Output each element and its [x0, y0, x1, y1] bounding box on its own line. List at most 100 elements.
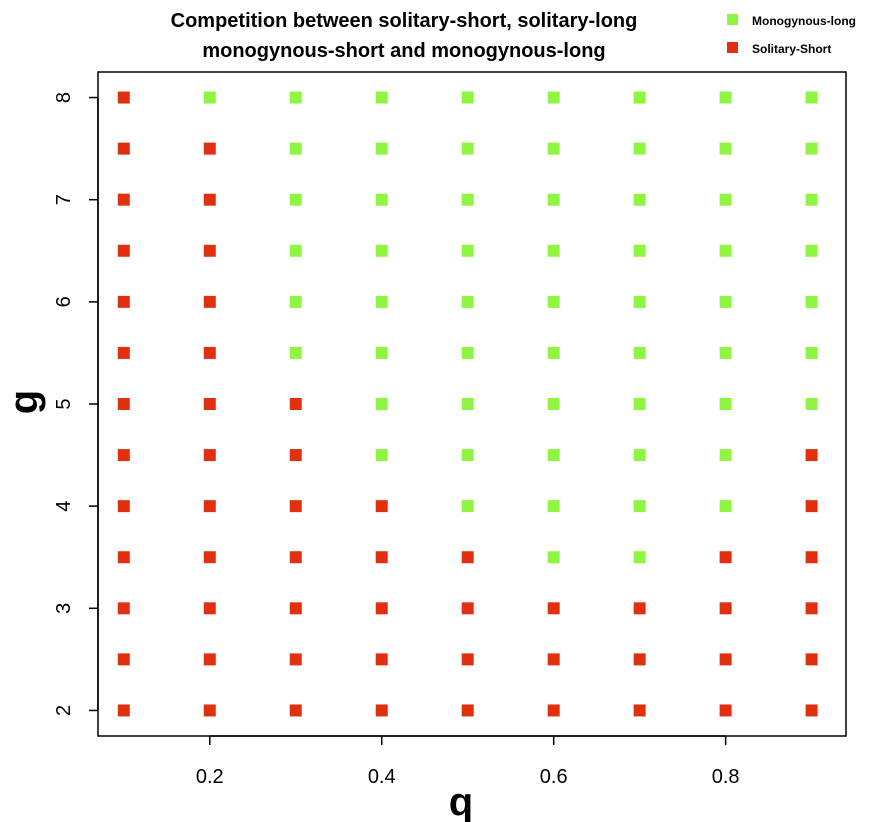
- data-point-monogynous-long: [719, 193, 732, 206]
- data-point-monogynous-long: [461, 244, 474, 257]
- data-point-monogynous-long: [805, 142, 818, 155]
- data-point-monogynous-long: [547, 551, 560, 564]
- data-point-monogynous-long: [547, 346, 560, 359]
- data-point-solitary-short: [633, 653, 646, 666]
- data-point-monogynous-long: [289, 142, 302, 155]
- data-point-solitary-short: [117, 346, 130, 359]
- data-point-monogynous-long: [375, 244, 388, 257]
- data-point-monogynous-long: [203, 91, 216, 104]
- data-point-monogynous-long: [805, 398, 818, 410]
- data-point-solitary-short: [203, 551, 216, 564]
- data-point-solitary-short: [203, 142, 216, 155]
- data-point-solitary-short: [117, 551, 130, 564]
- data-point-solitary-short: [461, 602, 474, 615]
- data-point-monogynous-long: [289, 346, 302, 359]
- data-point-solitary-short: [117, 142, 130, 155]
- legend-label-solitary-short: Solitary-Short: [752, 42, 831, 56]
- data-point-solitary-short: [719, 602, 732, 615]
- data-point-solitary-short: [375, 704, 388, 717]
- legend-label-monogynous-long: Monogynous-long: [752, 14, 856, 28]
- data-point-solitary-short: [117, 193, 130, 206]
- data-point-solitary-short: [117, 244, 130, 257]
- data-point-solitary-short: [375, 500, 388, 513]
- data-point-monogynous-long: [547, 449, 560, 462]
- data-point-solitary-short: [203, 193, 216, 206]
- legend: Monogynous-long Solitary-Short: [727, 14, 856, 56]
- data-point-solitary-short: [117, 500, 130, 513]
- data-point-monogynous-long: [289, 244, 302, 257]
- x-tick-label: 0.2: [196, 766, 224, 788]
- data-point-solitary-short: [117, 653, 130, 666]
- data-point-solitary-short: [203, 704, 216, 717]
- data-point-solitary-short: [289, 602, 302, 615]
- data-point-solitary-short: [203, 449, 216, 462]
- legend-marker-monogynous-long: [727, 14, 738, 25]
- data-point-solitary-short: [203, 295, 216, 308]
- data-point-monogynous-long: [461, 500, 474, 513]
- data-point-solitary-short: [805, 500, 818, 513]
- data-point-solitary-short: [461, 704, 474, 717]
- data-point-solitary-short: [117, 602, 130, 615]
- data-point-monogynous-long: [633, 398, 646, 410]
- data-point-solitary-short: [805, 704, 818, 717]
- data-point-solitary-short: [805, 602, 818, 615]
- data-point-solitary-short: [203, 500, 216, 513]
- data-point-solitary-short: [547, 602, 560, 615]
- y-tick-label: 4: [53, 501, 75, 512]
- data-point-solitary-short: [805, 551, 818, 564]
- data-point-monogynous-long: [461, 295, 474, 308]
- x-tick-label: 0.8: [712, 766, 740, 788]
- y-tick-label: 6: [53, 296, 75, 307]
- data-point-solitary-short: [289, 653, 302, 666]
- data-point-solitary-short: [719, 551, 732, 564]
- data-point-monogynous-long: [633, 244, 646, 257]
- x-tick-label: 0.6: [540, 766, 568, 788]
- data-point-monogynous-long: [633, 449, 646, 462]
- data-point-monogynous-long: [719, 295, 732, 308]
- data-point-monogynous-long: [719, 346, 732, 359]
- data-point-solitary-short: [633, 602, 646, 615]
- data-point-monogynous-long: [289, 295, 302, 308]
- data-point-solitary-short: [289, 500, 302, 513]
- data-point-monogynous-long: [805, 244, 818, 257]
- chart-title-line-1: Competition between solitary-short, soli…: [171, 10, 638, 32]
- data-point-solitary-short: [203, 346, 216, 359]
- y-tick-label: 5: [53, 398, 75, 409]
- data-point-solitary-short: [375, 551, 388, 564]
- data-point-monogynous-long: [547, 398, 560, 410]
- data-point-solitary-short: [805, 653, 818, 666]
- chart-title-line-2: monogynous-short and monogynous-long: [202, 40, 605, 62]
- data-point-monogynous-long: [805, 346, 818, 359]
- data-point-solitary-short: [547, 704, 560, 717]
- data-point-monogynous-long: [547, 244, 560, 257]
- data-point-monogynous-long: [547, 295, 560, 308]
- y-tick-label: 3: [53, 603, 75, 614]
- data-point-solitary-short: [203, 653, 216, 666]
- data-point-solitary-short: [289, 449, 302, 462]
- data-point-solitary-short: [547, 653, 560, 666]
- data-point-monogynous-long: [547, 142, 560, 155]
- x-axis: 0.2 0.4 0.6 0.8: [196, 735, 740, 788]
- data-point-solitary-short: [203, 244, 216, 257]
- data-point-monogynous-long: [633, 142, 646, 155]
- data-point-monogynous-long: [461, 91, 474, 104]
- data-point-solitary-short: [289, 551, 302, 564]
- data-point-monogynous-long: [461, 398, 474, 410]
- data-point-solitary-short: [117, 91, 130, 104]
- data-point-solitary-short: [375, 602, 388, 615]
- data-point-monogynous-long: [461, 193, 474, 206]
- y-tick-label: 2: [53, 705, 75, 716]
- data-point-monogynous-long: [375, 295, 388, 308]
- data-point-monogynous-long: [719, 142, 732, 155]
- data-point-monogynous-long: [547, 500, 560, 513]
- x-tick-label: 0.4: [368, 766, 396, 788]
- data-point-monogynous-long: [633, 91, 646, 104]
- data-points: [117, 91, 818, 717]
- data-point-monogynous-long: [375, 346, 388, 359]
- data-point-solitary-short: [203, 602, 216, 615]
- data-point-monogynous-long: [805, 91, 818, 104]
- data-point-monogynous-long: [547, 91, 560, 104]
- y-axis: 2 3 4 5 6 7 8: [53, 92, 99, 716]
- data-point-solitary-short: [461, 551, 474, 564]
- chart-title: Competition between solitary-short, soli…: [171, 10, 638, 62]
